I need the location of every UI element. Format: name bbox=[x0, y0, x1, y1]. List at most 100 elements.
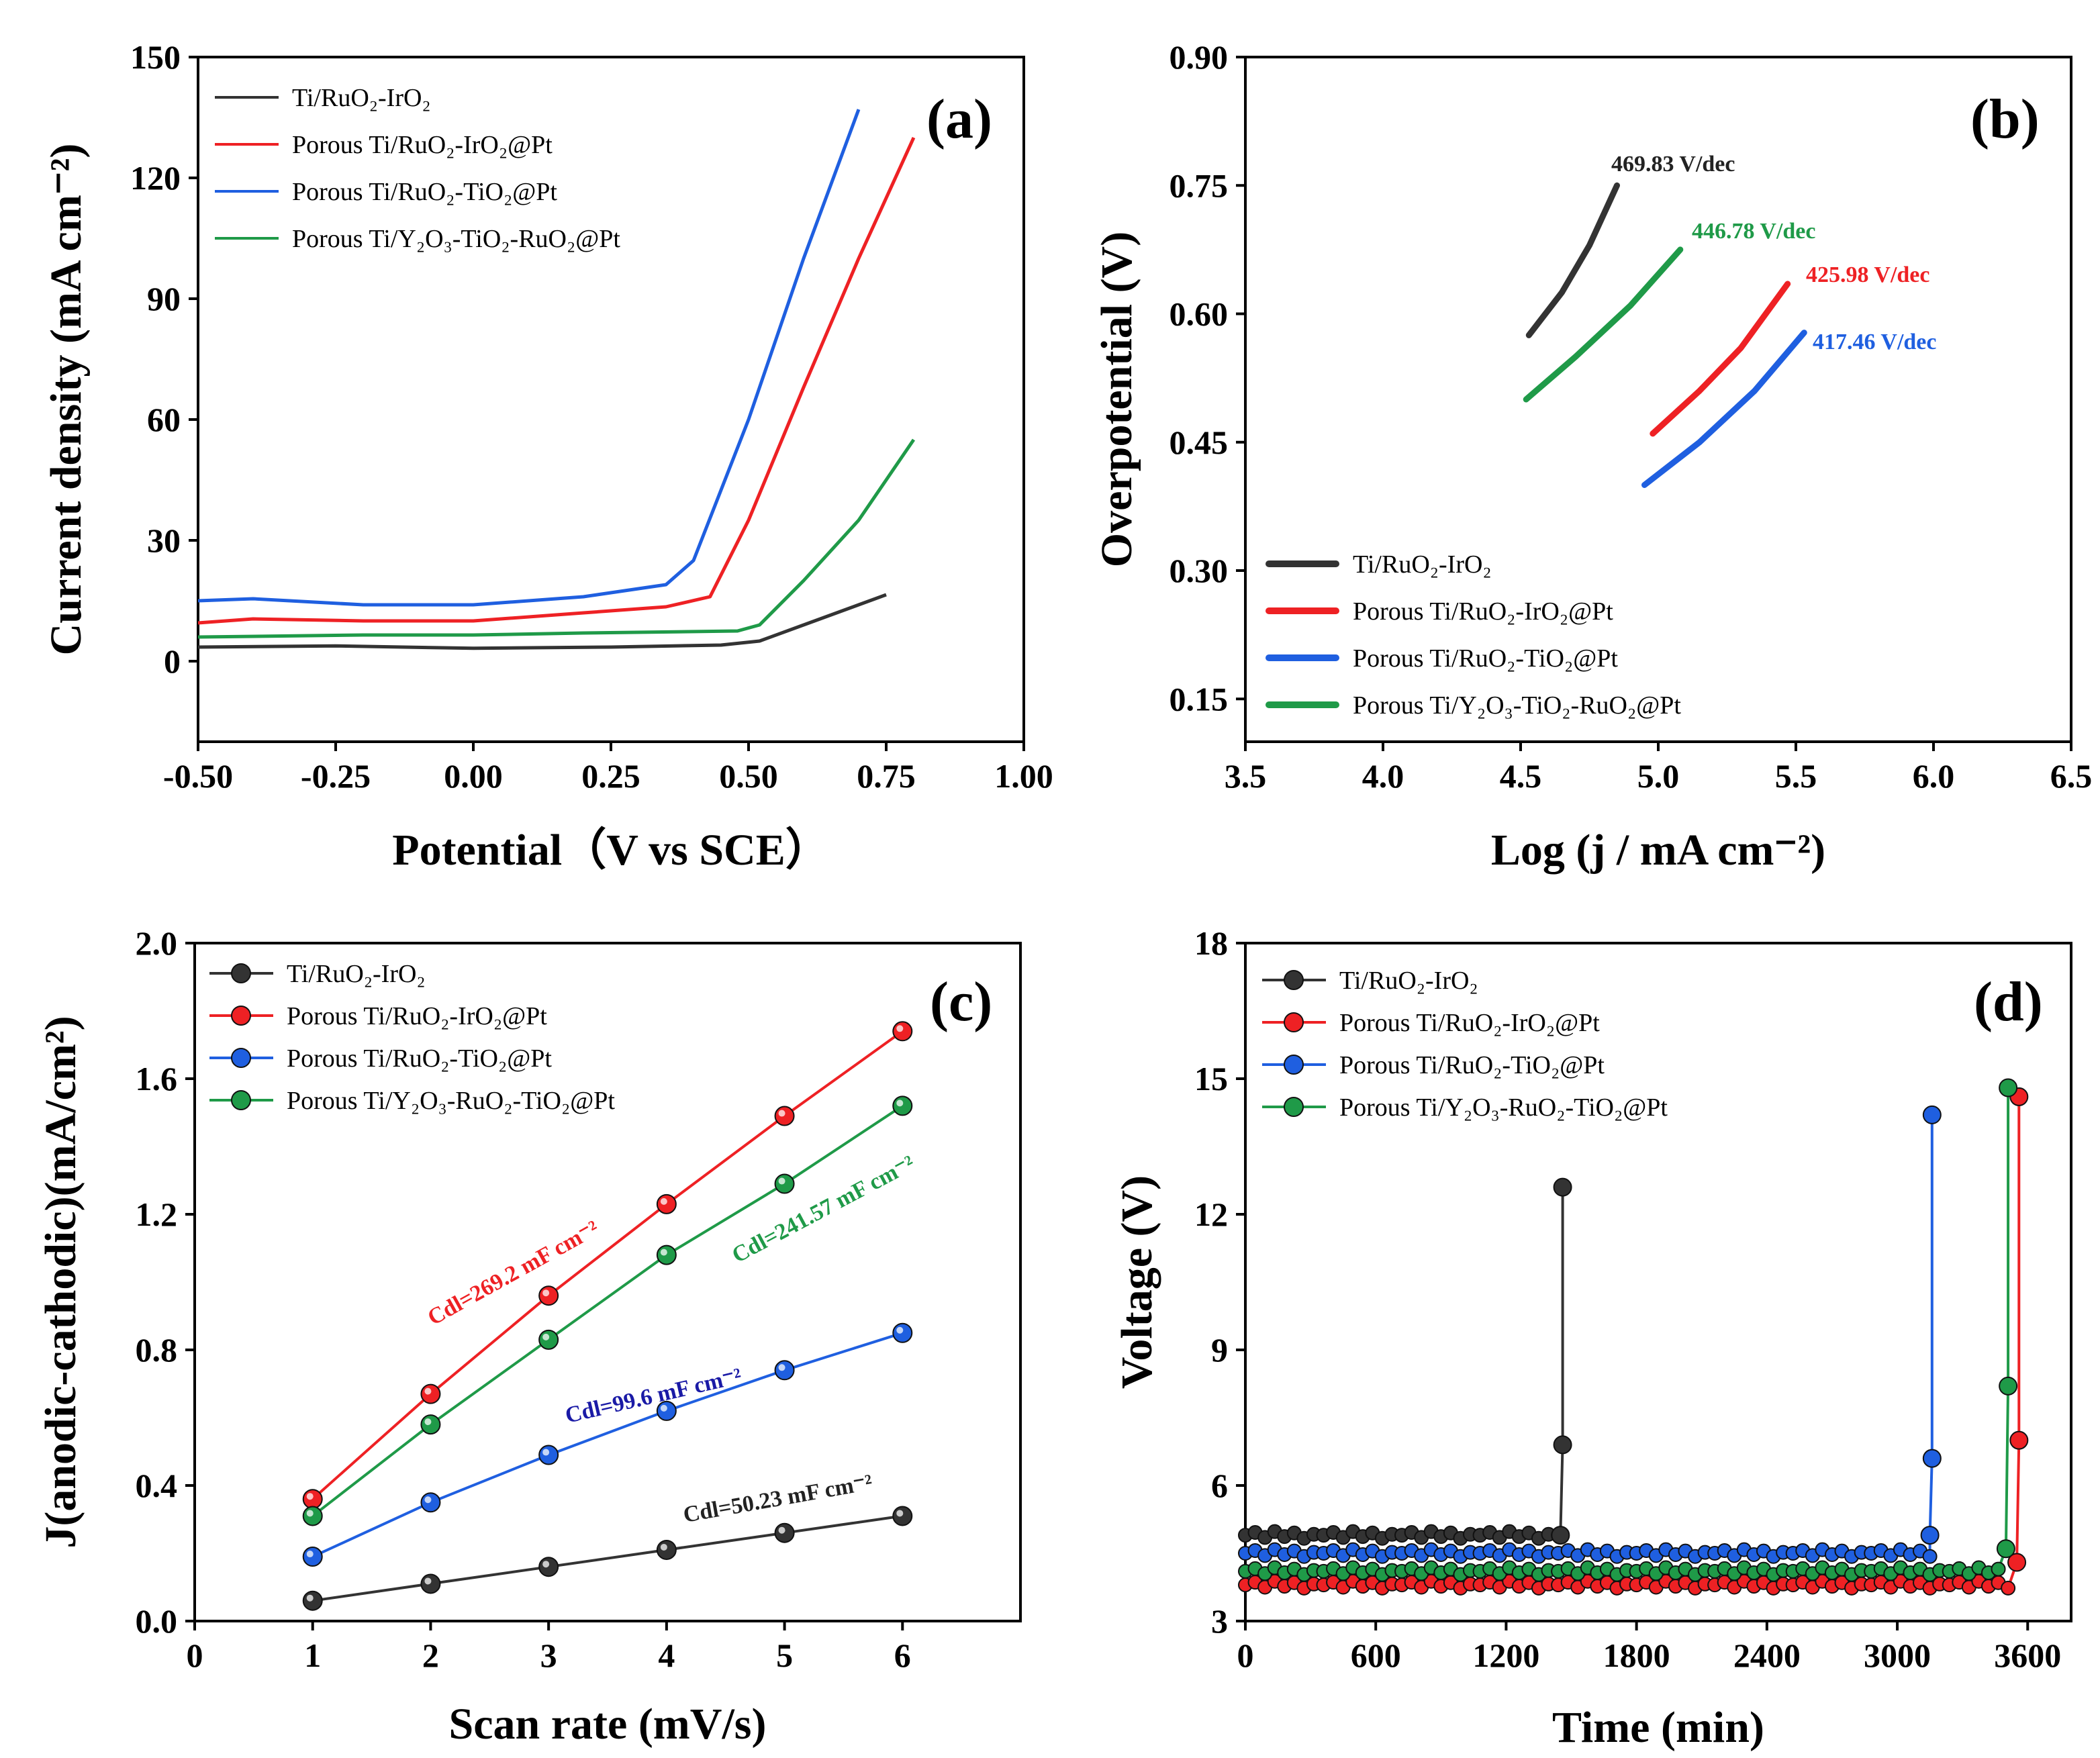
panel-d-xlabel: Time (min) bbox=[1552, 1703, 1764, 1752]
x-tick-label: 4.5 bbox=[1500, 757, 1542, 795]
x-tick-label: 0 bbox=[1237, 1637, 1254, 1674]
data-point-black bbox=[774, 1522, 795, 1543]
data-point-black bbox=[538, 1557, 559, 1577]
data-point-blue bbox=[538, 1445, 559, 1465]
series-line-green bbox=[1245, 1087, 2010, 1576]
y-tick-label: 0.15 bbox=[1170, 680, 1229, 718]
legend-entry: Porous Ti/RuO₂-TiO₂@Pt bbox=[1339, 1051, 1605, 1079]
data-point-highlight bbox=[778, 1177, 785, 1185]
x-tick-label: 6.0 bbox=[1913, 757, 1955, 795]
x-tick-label: 1 bbox=[304, 1637, 321, 1674]
panel-c-label: (c) bbox=[930, 971, 992, 1033]
legend-marker bbox=[231, 1090, 251, 1110]
data-point-green bbox=[1996, 1539, 2015, 1559]
data-point-blue bbox=[774, 1360, 795, 1381]
legend-marker bbox=[231, 1006, 251, 1026]
y-tick-label: 15 bbox=[1194, 1060, 1228, 1097]
series-line-blue bbox=[1245, 1114, 1934, 1559]
legend-entry: Porous Ti/RuO₂-IrO₂@Pt bbox=[1339, 1009, 1600, 1037]
y-tick-label: 1.2 bbox=[136, 1195, 178, 1233]
data-point-highlight bbox=[424, 1418, 432, 1426]
y-tick-label: 150 bbox=[130, 38, 181, 76]
x-tick-label: 3.5 bbox=[1225, 757, 1267, 795]
legend-marker bbox=[1284, 1055, 1304, 1075]
data-point-black bbox=[1551, 1526, 1570, 1545]
legend-entry: Porous Ti/Y₂O₃-RuO₂-TiO₂@Pt bbox=[1339, 1093, 1668, 1122]
data-point-black bbox=[1553, 1435, 1572, 1455]
legend-entry: Porous Ti/RuO₂-IrO₂@Pt bbox=[287, 1002, 547, 1030]
series-line-blue bbox=[312, 1331, 903, 1558]
x-tick-label: 5 bbox=[776, 1637, 793, 1674]
panel-d-label: (d) bbox=[1974, 971, 2043, 1033]
data-point-green bbox=[892, 1095, 913, 1116]
data-point-black bbox=[892, 1506, 913, 1526]
x-tick-label: 0.75 bbox=[857, 757, 916, 795]
y-tick-label: 90 bbox=[147, 280, 181, 318]
panel-d-ylabel: Voltage (V) bbox=[1112, 1175, 1161, 1389]
annotation-slope-green: 446.78 V/dec bbox=[1692, 219, 1815, 244]
x-tick-label: 2400 bbox=[1733, 1637, 1801, 1674]
x-tick-label: 1800 bbox=[1603, 1637, 1670, 1674]
series-line-red bbox=[312, 1030, 904, 1500]
data-point-highlight bbox=[542, 1561, 550, 1568]
annotation-cdl-blue: Cdl=99.6 mF cm⁻² bbox=[563, 1363, 744, 1428]
x-tick-label: -0.50 bbox=[163, 757, 233, 795]
y-tick-label: 0.0 bbox=[136, 1602, 178, 1640]
data-point-green bbox=[302, 1506, 323, 1526]
data-point-green bbox=[1991, 1561, 2006, 1577]
data-point-highlight bbox=[542, 1449, 550, 1456]
data-point-highlight bbox=[778, 1526, 785, 1534]
legend-entry: Porous Ti/Y₂O₃-TiO₂-RuO₂@Pt bbox=[292, 225, 620, 253]
data-point-red bbox=[656, 1193, 677, 1214]
series-line-green bbox=[312, 1104, 904, 1517]
y-tick-label: 6 bbox=[1211, 1467, 1228, 1504]
panel-b-label: (b) bbox=[1970, 88, 2040, 150]
series-line-blue bbox=[1641, 330, 1807, 488]
y-tick-label: 3 bbox=[1211, 1602, 1228, 1640]
panel-b: 3.5 4.0 4.5 5.0 5.5 6.0 6.5 0.15 0.30 0.45 0.60 0.7… bbox=[1092, 38, 2092, 875]
x-tick-label: 6 bbox=[894, 1637, 911, 1674]
data-point-red bbox=[538, 1285, 559, 1306]
legend-entry: Porous Ti/RuO₂-IrO₂@Pt bbox=[292, 131, 553, 159]
data-point-blue bbox=[1920, 1526, 1940, 1545]
series-line-black bbox=[1525, 182, 1620, 338]
data-point-highlight bbox=[424, 1577, 432, 1585]
x-tick-label: 1200 bbox=[1472, 1637, 1539, 1674]
data-point-red bbox=[774, 1106, 795, 1126]
annotation-slope-black: 469.83 V/dec bbox=[1611, 152, 1735, 177]
data-point-green bbox=[1999, 1078, 2018, 1097]
x-tick-label: 1.00 bbox=[994, 757, 1053, 795]
x-tick-label: 0 bbox=[187, 1637, 203, 1674]
y-tick-label: 120 bbox=[130, 159, 181, 197]
series-line-black bbox=[197, 593, 887, 650]
data-point-highlight bbox=[660, 1249, 667, 1256]
data-point-green bbox=[656, 1244, 677, 1265]
series-line-red bbox=[197, 136, 916, 625]
panel-d-frame bbox=[1244, 942, 2072, 1622]
x-tick-label: 0.25 bbox=[581, 757, 640, 795]
data-point-blue bbox=[1922, 1449, 1942, 1468]
x-tick-label: 5.5 bbox=[1775, 757, 1817, 795]
data-point-highlight bbox=[306, 1594, 314, 1602]
legend-entry: Porous Ti/RuO₂-TiO₂@Pt bbox=[287, 1044, 552, 1073]
data-point-blue bbox=[892, 1322, 913, 1343]
x-tick-label: 4 bbox=[658, 1637, 675, 1674]
series-line-red bbox=[1245, 1096, 2021, 1590]
data-point-red bbox=[302, 1489, 323, 1510]
data-point-black bbox=[1553, 1177, 1572, 1197]
legend-marker bbox=[1284, 1012, 1304, 1032]
legend-entry: Porous Ti/Y₂O₃-RuO₂-TiO₂@Pt bbox=[287, 1087, 615, 1115]
data-point-highlight bbox=[778, 1364, 785, 1371]
data-point-blue bbox=[1922, 1549, 1938, 1564]
panel-a-label: (a) bbox=[926, 88, 992, 150]
x-tick-label: 5.0 bbox=[1637, 757, 1680, 795]
panel-c-frame bbox=[193, 942, 1022, 1622]
legend-entry: Porous Ti/RuO₂-IrO₂@Pt bbox=[1353, 597, 1613, 626]
legend-entry: Ti/RuO₂-IrO₂ bbox=[292, 84, 431, 112]
legend-entry: Ti/RuO₂-IrO₂ bbox=[287, 960, 426, 988]
legend-entry: Ti/RuO₂-IrO₂ bbox=[1353, 550, 1492, 579]
annotation-slope-blue: 417.46 V/dec bbox=[1813, 330, 1936, 354]
data-point-highlight bbox=[896, 1100, 904, 1107]
x-tick-label: 600 bbox=[1351, 1637, 1401, 1674]
